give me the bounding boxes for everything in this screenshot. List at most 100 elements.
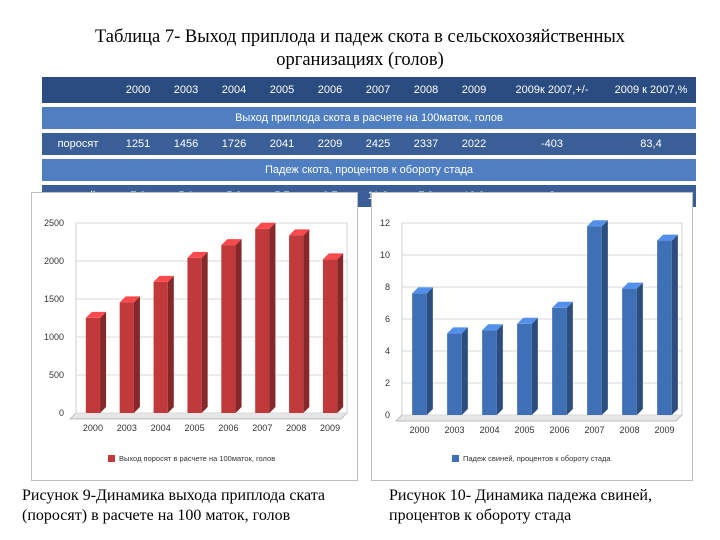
- bar-top: [657, 234, 678, 241]
- bar-front: [119, 302, 134, 413]
- table-row: поросят 1251 1456 1726 2041 2209 2425 23…: [42, 133, 696, 155]
- table-cell: 2041: [258, 133, 306, 155]
- bar: [221, 239, 242, 413]
- x-tick-label: 2003: [444, 425, 464, 435]
- bar-front: [187, 257, 202, 413]
- bar-front: [552, 307, 567, 415]
- figure-10-caption: Рисунок 10- Динамика падежа свиней, проц…: [389, 486, 709, 526]
- caption-line: (поросят) в расчете на 100 маток, голов: [22, 507, 291, 524]
- bar-side: [636, 282, 643, 415]
- table-cell: 2209: [306, 133, 354, 155]
- bar-front: [622, 288, 637, 415]
- bar: [187, 251, 208, 413]
- bar: [255, 222, 276, 413]
- table-cell: 1251: [114, 133, 162, 155]
- bar: [289, 229, 310, 413]
- bar-side: [461, 327, 468, 415]
- bar-top: [153, 275, 174, 282]
- chart-pig-mortality-svg: 0 2 4 6 8 10 12 2000 2003 2004 2005 2006 2007 2008 200…: [380, 218, 684, 463]
- bar-top: [255, 222, 276, 229]
- header-cell: 2005: [258, 77, 306, 103]
- x-tick-label: 2004: [151, 423, 171, 433]
- x-tick-label: 2007: [584, 425, 604, 435]
- bar-top: [587, 220, 608, 227]
- x-tick-label: 2000: [409, 425, 429, 435]
- bar-top: [447, 327, 468, 334]
- bar-top: [552, 301, 573, 308]
- bar-side: [426, 287, 433, 415]
- bar: [587, 220, 608, 415]
- data-table: 2000 2003 2004 2005 2006 2007 2008 2009 …: [42, 77, 696, 207]
- y-tick-label: 8: [385, 282, 390, 292]
- table-cell: 1726: [210, 133, 258, 155]
- table-cell: 2022: [450, 133, 498, 155]
- header-cell: 2004: [210, 77, 258, 103]
- y-tick-label: 0: [385, 410, 390, 420]
- y-tick-label: 1500: [44, 294, 64, 304]
- y-tick-label: 4: [385, 346, 390, 356]
- table-cell: -403: [498, 133, 606, 155]
- bar-front: [587, 226, 602, 415]
- bar-top: [289, 229, 310, 236]
- header-cell: 2008: [402, 77, 450, 103]
- bar: [119, 296, 140, 413]
- bar-front: [412, 293, 427, 415]
- bar-side: [337, 253, 344, 413]
- bar-front: [289, 235, 304, 413]
- bar-side: [269, 222, 276, 413]
- bar-top: [187, 251, 208, 258]
- bar-front: [517, 323, 532, 415]
- bar-side: [496, 324, 503, 415]
- bar-front: [221, 245, 236, 413]
- legend-swatch: [452, 455, 459, 462]
- table-cell: 2337: [402, 133, 450, 155]
- y-tick-label: 2500: [44, 218, 64, 228]
- y-tick-label: 2: [385, 378, 390, 388]
- bar-top: [517, 317, 538, 324]
- bar: [517, 317, 538, 415]
- bar-side: [566, 301, 573, 415]
- header-cell: 2009 к 2007,%: [606, 77, 696, 103]
- section-row-1: Выход приплода скота в расчете на 100мат…: [42, 107, 696, 129]
- bar-side: [100, 311, 107, 413]
- bar: [622, 282, 643, 415]
- x-tick-label: 2003: [117, 423, 137, 433]
- title-line-1: Таблица 7- Выход приплода и падеж скота …: [94, 27, 626, 47]
- header-cell: 2009к 2007,+/-: [498, 77, 606, 103]
- page-title: Таблица 7- Выход приплода и падеж скота …: [40, 26, 680, 72]
- bar-side: [235, 239, 242, 413]
- plot-floor: [68, 412, 349, 420]
- y-tick-label: 6: [385, 314, 390, 324]
- legend: Выход поросят в расчете на 100маток, гол…: [108, 454, 275, 463]
- x-tick-label: 2009: [654, 425, 674, 435]
- bar: [447, 327, 468, 415]
- x-tick-label: 2004: [479, 425, 499, 435]
- header-cell: 2009: [450, 77, 498, 103]
- bar-side: [531, 317, 538, 415]
- x-tick-label: 2009: [320, 423, 340, 433]
- bar-side: [133, 296, 140, 413]
- bar-front: [85, 317, 101, 413]
- figure-9-caption: Рисунок 9-Динамика выхода приплода ската…: [22, 486, 372, 526]
- y-tick-label: 500: [49, 370, 64, 380]
- title-line-2: организациях (голов): [276, 50, 444, 70]
- bar-front: [153, 281, 168, 413]
- legend: Падеж свиней, процентов к обороту стада: [452, 454, 611, 463]
- legend-label: Выход поросят в расчете на 100маток, гол…: [119, 454, 275, 463]
- x-tick-label: 2008: [619, 425, 639, 435]
- y-tick-label: 2000: [44, 256, 64, 266]
- bar: [153, 275, 174, 413]
- section-label: Выход приплода скота в расчете на 100мат…: [42, 107, 696, 129]
- bar: [85, 311, 107, 413]
- x-tick-label: 2006: [218, 423, 238, 433]
- caption-line: Рисунок 10- Динамика падежа свиней,: [389, 487, 652, 504]
- chart-pig-mortality: 0 2 4 6 8 10 12 2000 2003 2004 2005 2006 2007 2008 200…: [371, 192, 693, 481]
- table-cell: 83,4: [606, 133, 696, 155]
- bar-top: [622, 282, 643, 289]
- legend-label: Падеж свиней, процентов к обороту стада: [463, 454, 611, 463]
- bar-front: [482, 330, 497, 415]
- bar-side: [201, 251, 208, 413]
- bar: [482, 324, 503, 415]
- table-header-row: 2000 2003 2004 2005 2006 2007 2008 2009 …: [42, 77, 696, 103]
- x-tick-label: 2005: [185, 423, 205, 433]
